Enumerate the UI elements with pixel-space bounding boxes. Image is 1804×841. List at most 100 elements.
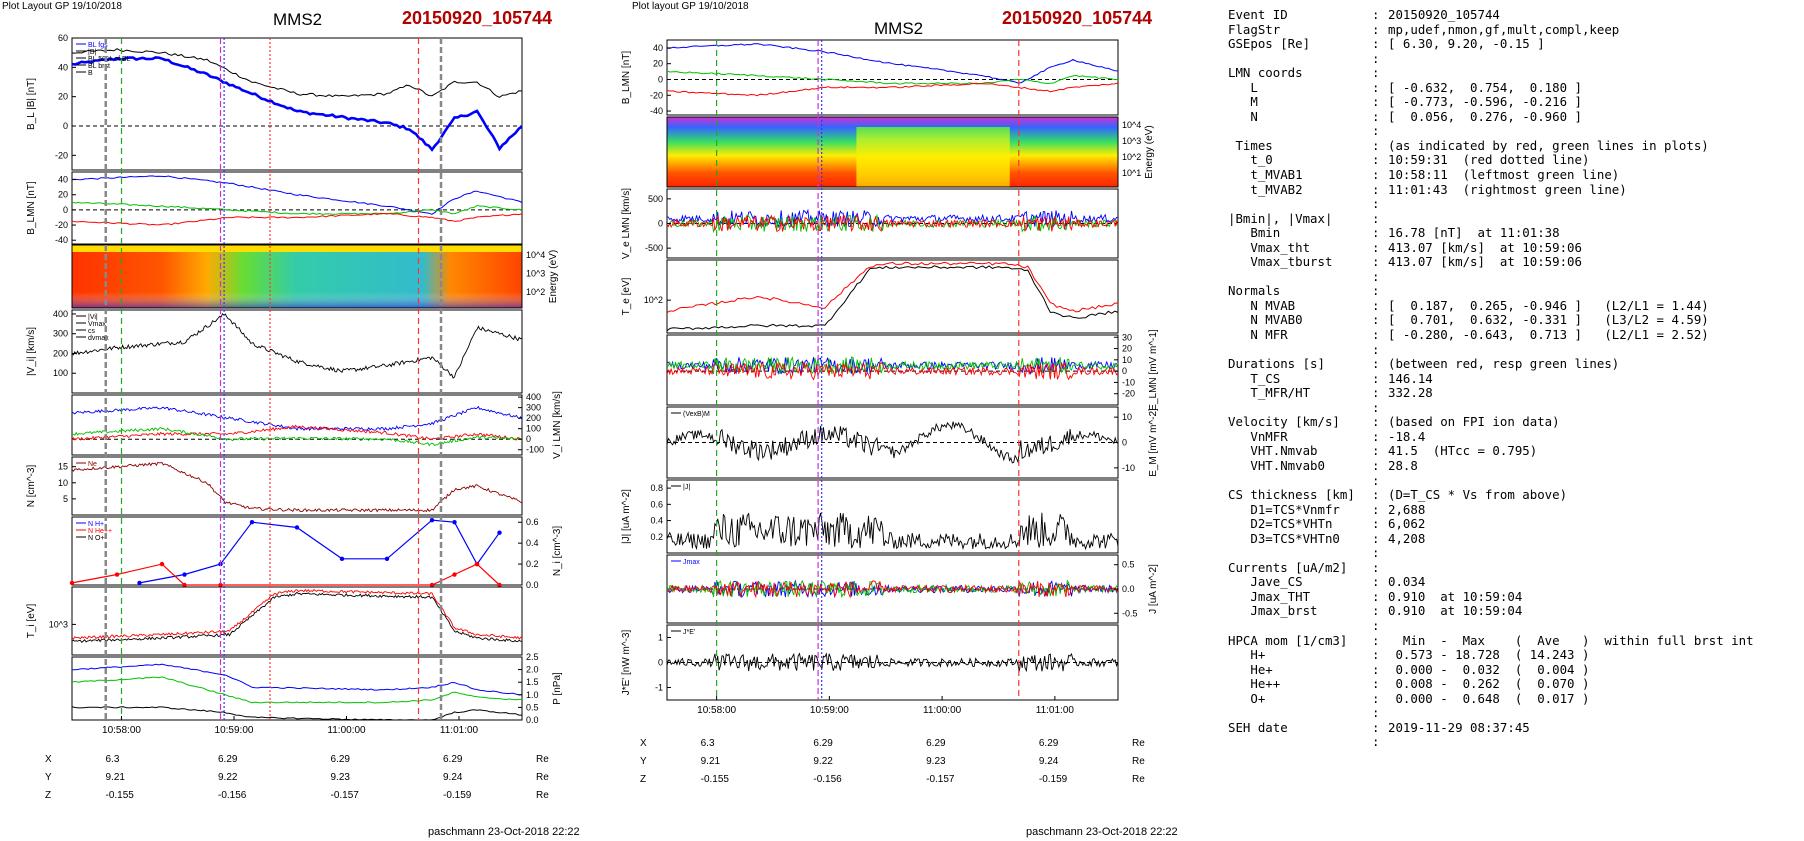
position-value: 6.29 <box>218 754 238 765</box>
series-line <box>667 43 1119 84</box>
info-key: t_0 <box>1228 152 1273 168</box>
panel-frame <box>666 259 1119 334</box>
x-tick-label: 11:00:00 <box>327 725 366 736</box>
info-key: Normals <box>1228 283 1281 299</box>
y-tick-label: -1 <box>655 683 663 693</box>
data-point <box>452 572 457 577</box>
panel-mid-4: 10^2 T_e [eV] <box>621 259 1119 334</box>
position-row-label: Z <box>640 774 647 785</box>
data-point <box>384 556 390 562</box>
y-tick-label: 0.6 <box>650 499 663 509</box>
panel-frame <box>71 586 523 656</box>
left-footer: paschmann 23-Oct-2018 22:22 <box>428 826 580 838</box>
y-tick-label: 0 <box>658 74 663 84</box>
info-key: SEH date <box>1228 719 1288 735</box>
info-separator: : <box>1372 65 1380 81</box>
data-point <box>429 582 435 588</box>
info-separator: : <box>1372 79 1380 95</box>
y-tick-label: 0 <box>1122 438 1127 448</box>
y-axis-label: P [nPa] <box>552 672 563 705</box>
data-point <box>497 530 502 535</box>
position-value: 6.29 <box>926 738 946 749</box>
position-value: 9.24 <box>1038 756 1059 767</box>
position-unit: Re <box>536 754 549 765</box>
series-line <box>666 214 1119 233</box>
y-tick-label: 1 <box>658 633 663 643</box>
info-row: CS thickness [km]: (D=T_CS * Vs from abov… <box>1228 487 1798 503</box>
info-key: D1=TCS*Vnmfr <box>1228 501 1340 517</box>
y-tick-label: 0.5 <box>1122 560 1135 570</box>
info-separator: : <box>1372 137 1380 153</box>
y-tick-label: 200 <box>53 348 68 358</box>
info-row: H+: 0.573 - 18.728 ( 14.243 ) <box>1228 648 1798 663</box>
position-value: 6.3 <box>700 738 715 749</box>
position-value: 6.29 <box>330 754 350 765</box>
info-value: [ 0.187, 0.265, -0.946 ] (L2/L1 = 1.44) <box>1388 297 1709 313</box>
spectrogram-top-band <box>72 245 522 252</box>
info-key: D2=TCS*VHTn <box>1228 516 1333 532</box>
y-tick-label: 0.0 <box>526 580 539 590</box>
position-value: 9.23 <box>330 772 350 783</box>
time-marker-lines <box>716 40 1020 700</box>
y-tick-label: 1.0 <box>526 690 539 700</box>
info-separator: : <box>1372 312 1380 328</box>
info-row: N MVAB0: [ 0.701, 0.632, -0.331 ] (L3/L2 … <box>1228 313 1798 328</box>
y-tick-label: -20 <box>650 90 663 100</box>
info-row: N MFR: [ -0.280, -0.643, 0.713 ] (L2/L1 =… <box>1228 327 1798 343</box>
y-tick-label: 0.2 <box>650 532 663 542</box>
y-tick-label: -0.5 <box>1122 608 1138 618</box>
data-point <box>114 572 120 577</box>
position-row-label: Z <box>45 790 52 801</box>
info-value: [ 6.30, 9.20, -0.15 ] <box>1388 36 1545 52</box>
info-value: 10:58:11 (leftmost green line) <box>1388 167 1620 183</box>
info-key: t_MVAB2 <box>1228 181 1303 197</box>
series-line <box>71 201 523 215</box>
series-line <box>71 313 523 379</box>
series-line <box>666 361 1119 381</box>
info-row: M: [ -0.773, -0.596, -0.216 ] <box>1228 95 1798 110</box>
info-separator: : <box>1372 341 1380 357</box>
info-separator: : <box>1372 181 1380 197</box>
y-tick-label: 20 <box>1122 344 1132 354</box>
info-value: 0.910 at 10:59:04 <box>1388 588 1523 604</box>
y-tick-label: 0 <box>63 205 68 215</box>
info-separator: : <box>1372 516 1380 532</box>
series-line <box>71 588 523 640</box>
data-point <box>218 582 223 588</box>
info-separator: : <box>1372 327 1380 343</box>
info-row: Times: (as indicated by red, green lines … <box>1228 137 1798 154</box>
info-value: 41.5 (HTcc = 0.795) <box>1388 443 1538 459</box>
info-row: Jave_CS:0.034 <box>1228 575 1798 590</box>
position-value: 9.24 <box>443 772 463 783</box>
info-separator: : <box>1372 428 1380 444</box>
info-row: |Bmin|, |Vmax|: <box>1228 211 1798 227</box>
series-line <box>666 70 1119 85</box>
series-line <box>71 461 523 513</box>
info-separator: : <box>1372 530 1380 546</box>
position-unit: Re <box>536 790 549 801</box>
info-value: (between red, resp green lines) <box>1388 356 1620 372</box>
info-row: D1=TCS*Vnmfr:2,688 <box>1228 501 1798 518</box>
info-row: GSEpos [Re]: [ 6.30, 9.20, -0.15 ] <box>1228 37 1798 52</box>
y-tick-label: 200 <box>526 413 541 423</box>
info-value: [ 0.056, 0.276, -0.960 ] <box>1388 108 1582 124</box>
y-axis-label: E_LMN [mV m^-1] <box>1148 329 1159 411</box>
data-point <box>452 520 457 525</box>
panel-left-2: 40 20 0 -20 -40 B_LMN [nT] <box>26 171 523 245</box>
info-key: T_MFR/HT <box>1228 385 1311 401</box>
left-title: MMS2 <box>273 10 323 29</box>
y-tick-label: 20 <box>653 59 663 69</box>
info-key: Jmax_THT <box>1228 588 1311 604</box>
position-row-label: Y <box>45 772 52 783</box>
series-line <box>71 424 523 441</box>
position-value: -0.155 <box>105 790 134 801</box>
y-tick-label: 0 <box>63 121 68 131</box>
panel-frame <box>666 116 1119 188</box>
y-tick-label: 60 <box>58 33 68 43</box>
position-unit: Re <box>1132 756 1145 767</box>
info-separator: : <box>1372 254 1380 270</box>
info-value: 146.14 <box>1388 370 1433 386</box>
position-value: 9.22 <box>813 756 833 767</box>
